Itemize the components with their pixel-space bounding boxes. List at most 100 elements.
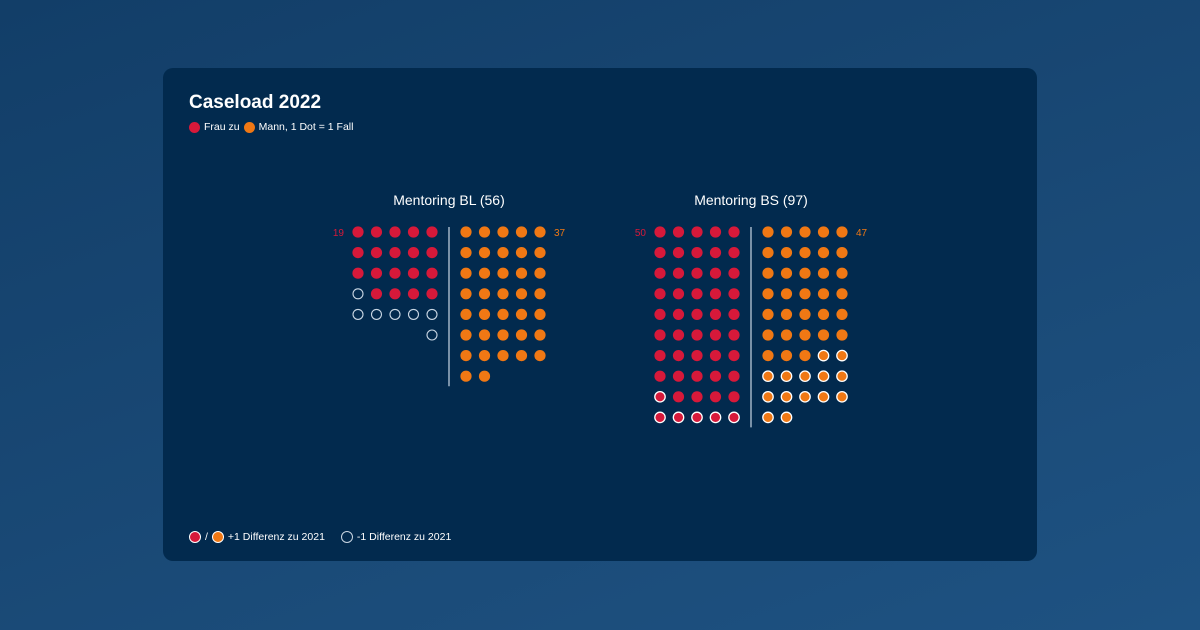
- male-dot: [515, 247, 528, 259]
- legend: Frau zu Mann, 1 Dot = 1 Fall: [189, 121, 353, 133]
- female-plus-dot: [672, 411, 685, 424]
- female-dot: [691, 226, 703, 238]
- male-dot: [799, 350, 811, 362]
- male-dot: [478, 226, 491, 238]
- female-dot: [672, 226, 685, 238]
- male-dot: [799, 308, 811, 320]
- female-count-label: 50: [635, 228, 647, 239]
- male-dot: [780, 267, 793, 279]
- female-dot: [691, 288, 703, 300]
- male-plus-dot: [836, 349, 848, 362]
- female-dot: [709, 247, 722, 259]
- female-dot: [352, 247, 364, 259]
- male-dot: [534, 247, 546, 259]
- male-dot: [460, 247, 472, 259]
- male-dot: [817, 329, 830, 341]
- male-plus-dot: [762, 390, 774, 403]
- legend-plus: +1 Differenz zu 2021: [227, 531, 325, 543]
- female-dot: [709, 350, 722, 362]
- chart-card: Caseload 2022 Frau zu Mann, 1 Dot = 1 Fa…: [163, 68, 1037, 561]
- male-dot: [762, 247, 774, 259]
- male-dot: [780, 226, 793, 238]
- male-dot: [817, 226, 830, 238]
- female-minus-dot: [407, 308, 420, 320]
- legend-minus: -1 Differenz zu 2021: [356, 531, 452, 543]
- male-dot: [534, 350, 546, 362]
- male-dot: [534, 308, 546, 320]
- male-dot: [799, 247, 811, 259]
- female-dot: [654, 226, 666, 238]
- female-dot: [426, 288, 438, 300]
- female-dot: [728, 226, 740, 238]
- female-minus-dot: [389, 308, 401, 320]
- female-dot: [672, 370, 685, 382]
- male-dot: [762, 329, 774, 341]
- female-dot: [691, 267, 703, 279]
- female-dot: [389, 247, 401, 259]
- female-plus-dot: [654, 411, 666, 424]
- female-dot: [426, 226, 438, 238]
- male-plus-dot: [817, 349, 830, 362]
- female-dot: [389, 267, 401, 279]
- female-plus-dot-icon: [189, 531, 201, 543]
- chart-subtitle: Mentoring BS (97): [694, 192, 808, 208]
- female-dot: [389, 288, 401, 300]
- male-dot: [460, 329, 472, 341]
- male-dot: [762, 288, 774, 300]
- female-dot: [672, 247, 685, 259]
- male-plus-dot: [799, 370, 811, 383]
- female-dot: [407, 247, 420, 259]
- male-plus-dot: [836, 390, 848, 403]
- female-dot: [407, 267, 420, 279]
- male-dot: [497, 329, 509, 341]
- male-plus-dot: [780, 370, 793, 383]
- male-dot: [836, 308, 848, 320]
- male-dot: [836, 247, 848, 259]
- female-dot: [709, 226, 722, 238]
- female-minus-dot: [370, 308, 383, 320]
- male-dot: [478, 267, 491, 279]
- legend-female: Frau zu: [204, 121, 240, 133]
- male-dot: [497, 247, 509, 259]
- female-dot: [672, 308, 685, 320]
- chart-title: Caseload 2022: [189, 92, 322, 113]
- male-dot: [817, 247, 830, 259]
- female-dot: [691, 391, 703, 403]
- female-dot: [654, 350, 666, 362]
- female-dot: [370, 247, 383, 259]
- male-dot: [780, 350, 793, 362]
- female-dot: [672, 391, 685, 403]
- male-dot: [534, 226, 546, 238]
- male-dot: [460, 226, 472, 238]
- female-dot: [407, 288, 420, 300]
- female-dot: [691, 350, 703, 362]
- female-dot: [426, 267, 438, 279]
- male-dot: [460, 308, 472, 320]
- female-dot: [654, 288, 666, 300]
- female-dot: [370, 267, 383, 279]
- female-dot: [709, 308, 722, 320]
- male-plus-dot: [799, 390, 811, 403]
- female-dot: [672, 267, 685, 279]
- female-plus-dot: [654, 390, 666, 403]
- male-plus-dot: [836, 370, 848, 383]
- female-dot: [370, 226, 383, 238]
- female-dot: [370, 288, 383, 300]
- female-dot: [389, 226, 401, 238]
- female-plus-dot: [709, 411, 722, 424]
- female-minus-dot: [426, 308, 438, 320]
- female-dot: [691, 329, 703, 341]
- female-count-label: 19: [333, 228, 345, 239]
- male-dot: [478, 329, 491, 341]
- female-dot: [672, 288, 685, 300]
- male-dot: [780, 308, 793, 320]
- male-dot: [780, 288, 793, 300]
- female-minus-dot: [426, 329, 438, 341]
- male-dot: [762, 308, 774, 320]
- female-dot: [709, 329, 722, 341]
- male-dot: [497, 267, 509, 279]
- female-dot: [709, 391, 722, 403]
- male-dot: [478, 247, 491, 259]
- male-dot: [515, 329, 528, 341]
